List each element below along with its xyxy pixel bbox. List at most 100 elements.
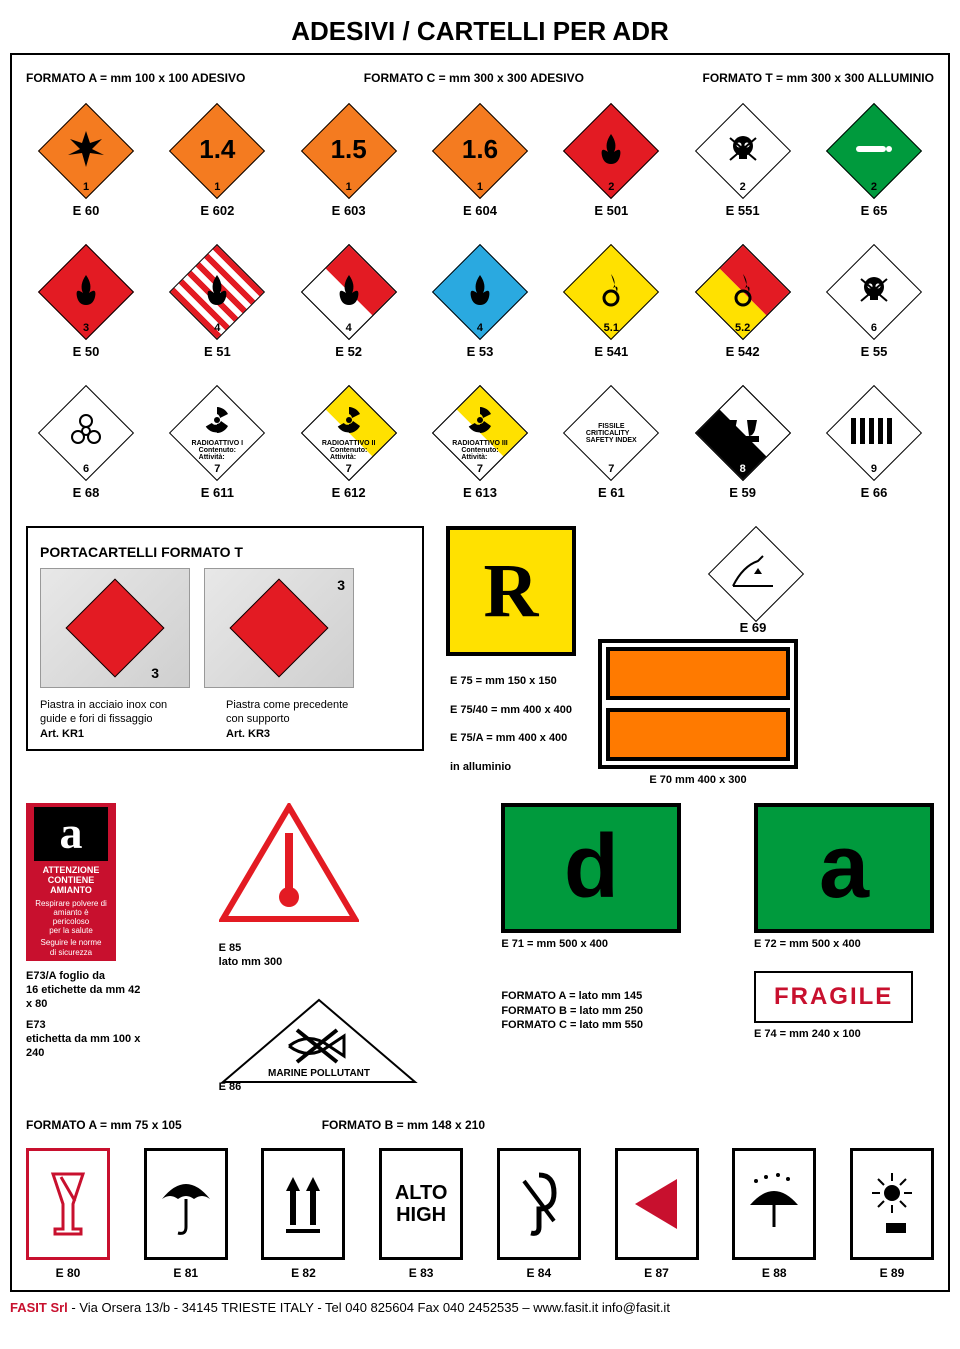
- hazard-cell: RADIOATTIVO IIContenuto: Attività:7 E 612: [289, 385, 409, 500]
- hazard-code: E 55: [861, 344, 888, 359]
- photo-kr3: 3: [204, 568, 354, 688]
- handling-sign: [850, 1148, 934, 1260]
- hazard-diamond: RADIOATTIVO IIIContenuto: Attività:7: [432, 385, 528, 481]
- hazard-diamond: 2: [826, 103, 922, 199]
- handling-sign-cell: E 80: [26, 1148, 110, 1280]
- handling-code: E 87: [644, 1266, 669, 1280]
- hazard-cell: 1.61 E 604: [420, 103, 540, 218]
- hazard-cell: 6E 68: [26, 385, 146, 500]
- hazard-diamond: 4: [169, 244, 265, 340]
- e72-caption: E 72 = mm 500 x 400: [754, 937, 861, 951]
- handling-sign-cell: E 88: [732, 1148, 816, 1280]
- handling-sign: ALTO HIGH: [379, 1148, 463, 1260]
- hazard-diamond: 4: [432, 244, 528, 340]
- hazard-cell: 9 E 66: [814, 385, 934, 500]
- hazard-diamond: 2: [695, 103, 791, 199]
- hazard-code: E 60: [73, 203, 100, 218]
- handling-sign-cell: E 89: [850, 1148, 934, 1280]
- hazard-code: E 613: [463, 485, 497, 500]
- handling-sign-cell: E 87: [615, 1148, 699, 1280]
- hazard-row-3: 6E 68RADIOATTIVO IContenuto: Attività:7E…: [26, 385, 934, 500]
- hazard-diamond: 3: [38, 244, 134, 340]
- handling-sign-cell: E 82: [261, 1148, 345, 1280]
- svg-text:MARINE POLLUTANT: MARINE POLLUTANT: [268, 1068, 370, 1079]
- hazard-diamond: 1: [38, 103, 134, 199]
- hazard-code: E 53: [467, 344, 494, 359]
- hazard-cell: 1.51 E 603: [289, 103, 409, 218]
- hazard-code: E 612: [332, 485, 366, 500]
- handling-code: E 84: [526, 1266, 551, 1280]
- e71-caption: E 71 = mm 500 x 400: [501, 937, 608, 951]
- hazard-cell: RADIOATTIVO IIIContenuto: Attività:7 E 61…: [420, 385, 540, 500]
- hazard-code: E 66: [861, 485, 888, 500]
- hazard-diamond: 1.51: [301, 103, 397, 199]
- green-a-sign: a: [754, 803, 934, 933]
- hazard-diamond: 6: [826, 244, 922, 340]
- handling-code: E 82: [291, 1266, 316, 1280]
- e85-caption: E 85lato mm 300: [219, 927, 283, 984]
- hazard-code: E 604: [463, 203, 497, 218]
- hazard-diamond: 8: [695, 385, 791, 481]
- hazard-code: E 59: [729, 485, 756, 500]
- hazard-code: E 52: [335, 344, 362, 359]
- thermometer-triangle: [219, 803, 359, 923]
- handling-sign-cell: ALTO HIGH E 83: [379, 1148, 463, 1280]
- e69-diamond: [708, 526, 798, 616]
- hazard-cell: 5.1 E 541: [551, 244, 671, 359]
- hazard-code: E 611: [201, 485, 234, 500]
- handling-code: E 88: [762, 1266, 787, 1280]
- hazard-code: E 68: [73, 485, 100, 500]
- hazard-diamond: FISSILECRITICALITY SAFETY INDEX7: [563, 385, 659, 481]
- hazard-diamond: 2: [563, 103, 659, 199]
- handling-sign: [732, 1148, 816, 1260]
- hazard-code: E 551: [726, 203, 760, 218]
- handling-code: E 83: [409, 1266, 434, 1280]
- format-line-2: FORMATO A = mm 75 x 105 FORMATO B = mm 1…: [26, 1112, 934, 1138]
- hazard-cell: RADIOATTIVO IContenuto: Attività:7E 611: [157, 385, 277, 500]
- hazard-code: E 541: [594, 344, 628, 359]
- page-title: ADESIVI / CARTELLI PER ADR: [10, 16, 950, 47]
- hazard-cell: 4E 51: [157, 244, 277, 359]
- hazard-code: E 603: [332, 203, 366, 218]
- e73-caption: E73 etichetta da mm 100 x 240: [26, 1018, 146, 1061]
- fragile-code: E 74 = mm 240 x 100: [754, 1027, 861, 1041]
- hazard-diamond: 1.61: [432, 103, 528, 199]
- portacartelli-row: PORTACARTELLI FORMATO T 3 3 Pi: [26, 526, 934, 789]
- e75-caption: E 75 = mm 150 x 150 E 75/40 = mm 400 x 4…: [450, 660, 572, 789]
- fragile-sign: FRAGILE: [754, 971, 913, 1023]
- handling-sign: [497, 1148, 581, 1260]
- portacartelli-heading: PORTACARTELLI FORMATO T: [40, 544, 410, 560]
- handling-sign: [26, 1148, 110, 1260]
- format-c: FORMATO C = mm 300 x 300 ADESIVO: [364, 71, 584, 85]
- green-d-sign: d: [501, 803, 681, 933]
- hazard-cell: 8 E 59: [683, 385, 803, 500]
- kr3-desc: Piastra come precedente con supporto Art…: [226, 698, 398, 741]
- format-t: FORMATO T = mm 300 x 300 ALLUMINIO: [702, 71, 934, 85]
- hazard-diamond: 5.1: [563, 244, 659, 340]
- hazard-cell: 2 E 551: [683, 103, 803, 218]
- hazard-code: E 50: [73, 344, 100, 359]
- handling-code: E 81: [173, 1266, 198, 1280]
- hazard-cell: 3 E 50: [26, 244, 146, 359]
- handling-sign-cell: E 84: [497, 1148, 581, 1280]
- hazard-diamond: RADIOATTIVO IIContenuto: Attività:7: [301, 385, 397, 481]
- hazard-diamond: 9: [826, 385, 922, 481]
- handling-sign: [144, 1148, 228, 1260]
- sign-r: R: [446, 526, 576, 656]
- hazard-code: E 542: [726, 344, 760, 359]
- portacartelli-box: PORTACARTELLI FORMATO T 3 3 Pi: [26, 526, 424, 751]
- hazard-cell: 2E 501: [551, 103, 671, 218]
- orange-panel: [598, 639, 798, 769]
- handling-sign-cell: E 81: [144, 1148, 228, 1280]
- footer: FASIT Srl - Via Orsera 13/b - 34145 TRIE…: [10, 1300, 950, 1315]
- hazard-diamond: 1.41: [169, 103, 265, 199]
- hazard-code: E 65: [861, 203, 888, 218]
- handling-code: E 80: [56, 1266, 81, 1280]
- hazard-cell: FISSILECRITICALITY SAFETY INDEX7E 61: [551, 385, 671, 500]
- amianto-sign: a ATTENZIONE CONTIENE AMIANTO Respirare …: [26, 803, 116, 961]
- hazard-code: E 602: [200, 203, 234, 218]
- marine-pollutant-triangle: MARINE POLLUTANT: [219, 996, 419, 1076]
- kr1-desc: Piastra in acciaio inox con guide e fori…: [40, 698, 212, 741]
- handling-signs-row: E 80 E 81 E 82 ALTO HIGH E 83 E 84 E 87 E 88 E 8…: [26, 1148, 934, 1280]
- hazard-cell: 1.41 E 602: [157, 103, 277, 218]
